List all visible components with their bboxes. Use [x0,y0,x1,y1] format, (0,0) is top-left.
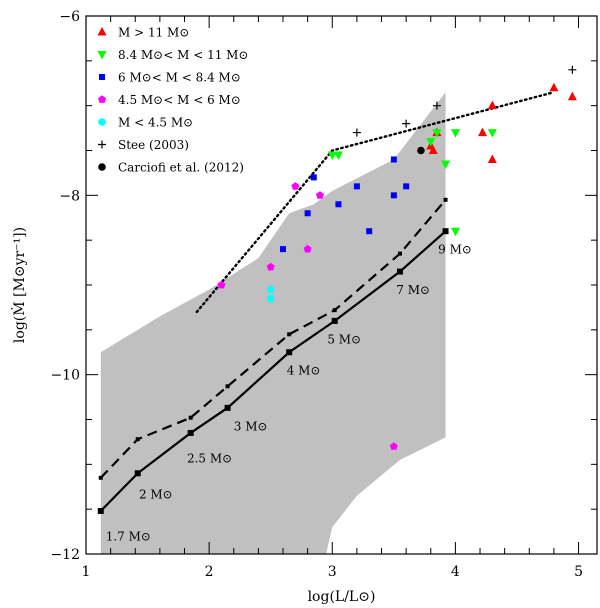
data-point-series-3 [315,191,324,199]
data-point-series-5 [568,65,577,74]
data-point-series-1 [441,160,451,169]
mass-label: 2.5 M⊙ [187,452,232,466]
data-point-series-3 [389,442,398,450]
data-point-series-1 [327,151,337,160]
data-point-series-1 [487,129,497,138]
legend-label: Stee (2003) [118,138,189,152]
legend-marker [98,95,106,103]
legend: M > 11 M⊙ 8.4 M⊙< M < 11 M⊙ 6 M⊙< M < 8.4 … [97,26,249,175]
line-dashed-track [99,199,447,479]
track-node [286,349,293,356]
data-point-series-5 [402,119,411,128]
data-point-series-2 [366,228,373,235]
data-point-series-3 [217,280,226,289]
x-tick-label: 4 [451,564,460,580]
track-node [97,507,104,514]
data-point-series-5 [432,101,441,110]
track-node [397,251,402,256]
track-node [331,317,338,324]
data-point-series-0 [487,100,497,110]
data-point-series-1 [450,129,460,138]
mass-label: 1.7 M⊙ [106,530,151,544]
y-axis-title: log(Ṁ [M⊙yr⁻¹]) [10,227,28,343]
track-node [135,437,140,442]
data-point-series-4 [266,294,275,303]
ticks-layer: 1 2 3 4 5 −12 −10 −8 −6 [50,9,597,580]
line-solid-track [99,230,447,512]
data-point-series-2 [335,201,342,208]
x-tick-label: 3 [328,564,337,580]
data-point-series-2 [353,183,360,190]
x-tick-label: 2 [205,564,214,580]
track-node [225,384,230,389]
mass-label: 7 M⊙ [396,283,430,297]
x-axis-title: log(L/L⊙) [308,589,376,605]
data-point-series-4 [266,285,275,294]
data-point-series-3 [303,244,312,253]
data-point-series-0 [567,91,577,101]
legend-marker [98,140,106,149]
legend-label: 8.4 M⊙< M < 11 M⊙ [118,48,249,62]
data-point-series-2 [390,156,397,163]
data-point-series-2 [304,210,311,217]
data-point-series-0 [477,127,487,137]
mass-label: 3 M⊙ [234,419,268,433]
y-tick-label: −6 [59,9,80,25]
data-point-series-1 [333,151,343,160]
legend-marker [97,51,107,60]
x-tick-label: 5 [574,564,583,580]
y-tick-label: −12 [50,547,80,563]
shaded-region [100,92,446,554]
legend-marker [98,118,106,126]
track-node [224,404,231,411]
legend-label: M > 11 M⊙ [118,26,189,40]
mass-label: 5 M⊙ [327,332,361,346]
mass-label: 4 M⊙ [287,364,321,378]
data-point-series-3 [266,262,275,271]
data-point-series-6 [417,146,425,155]
data-point-series-2 [310,174,317,181]
mass-label: 9 M⊙ [438,243,472,257]
data-point-series-0 [549,82,559,92]
track-node [442,228,449,235]
data-point-series-2 [403,183,410,190]
data-point-series-5 [352,128,361,137]
data-point-series-1 [426,138,436,147]
data-point-series-2 [280,246,287,253]
track-node [287,332,292,337]
lines-layer [97,91,556,514]
data-point-series-0 [487,154,497,163]
data-point-series-0 [428,145,438,154]
data-point-series-3 [291,182,300,190]
mass-label: 2 M⊙ [139,487,173,501]
line-dotted-fit [195,91,556,314]
legend-label: 4.5 M⊙< M < 6 M⊙ [118,93,241,107]
data-point-series-2 [390,192,397,199]
y-tick-label: −8 [59,188,80,204]
legend-label: 6 M⊙< M < 8.4 M⊙ [118,71,241,85]
y-tick-label: −10 [50,368,80,384]
legend-label: M < 4.5 M⊙ [118,116,193,130]
track-node [187,429,194,436]
track-node [396,268,403,275]
legend-marker [98,163,106,171]
data-point-series-1 [432,129,442,138]
mass-labels-layer: 1.7 M⊙ 2 M⊙ 2.5 M⊙ 3 M⊙ 4 M⊙ 5 M⊙ 7 M⊙ 9 M⊙ [106,243,472,544]
legend-marker [99,74,105,80]
track-node [98,475,103,480]
x-tick-label: 1 [82,564,91,580]
data-point-series-1 [450,227,460,237]
legend-label: Carciofi et al. (2012) [118,161,244,175]
track-node [134,470,141,477]
track-node [332,308,337,313]
track-node [443,197,448,202]
track-node [188,415,193,420]
legend-marker [97,27,107,36]
points-layer [217,65,577,450]
